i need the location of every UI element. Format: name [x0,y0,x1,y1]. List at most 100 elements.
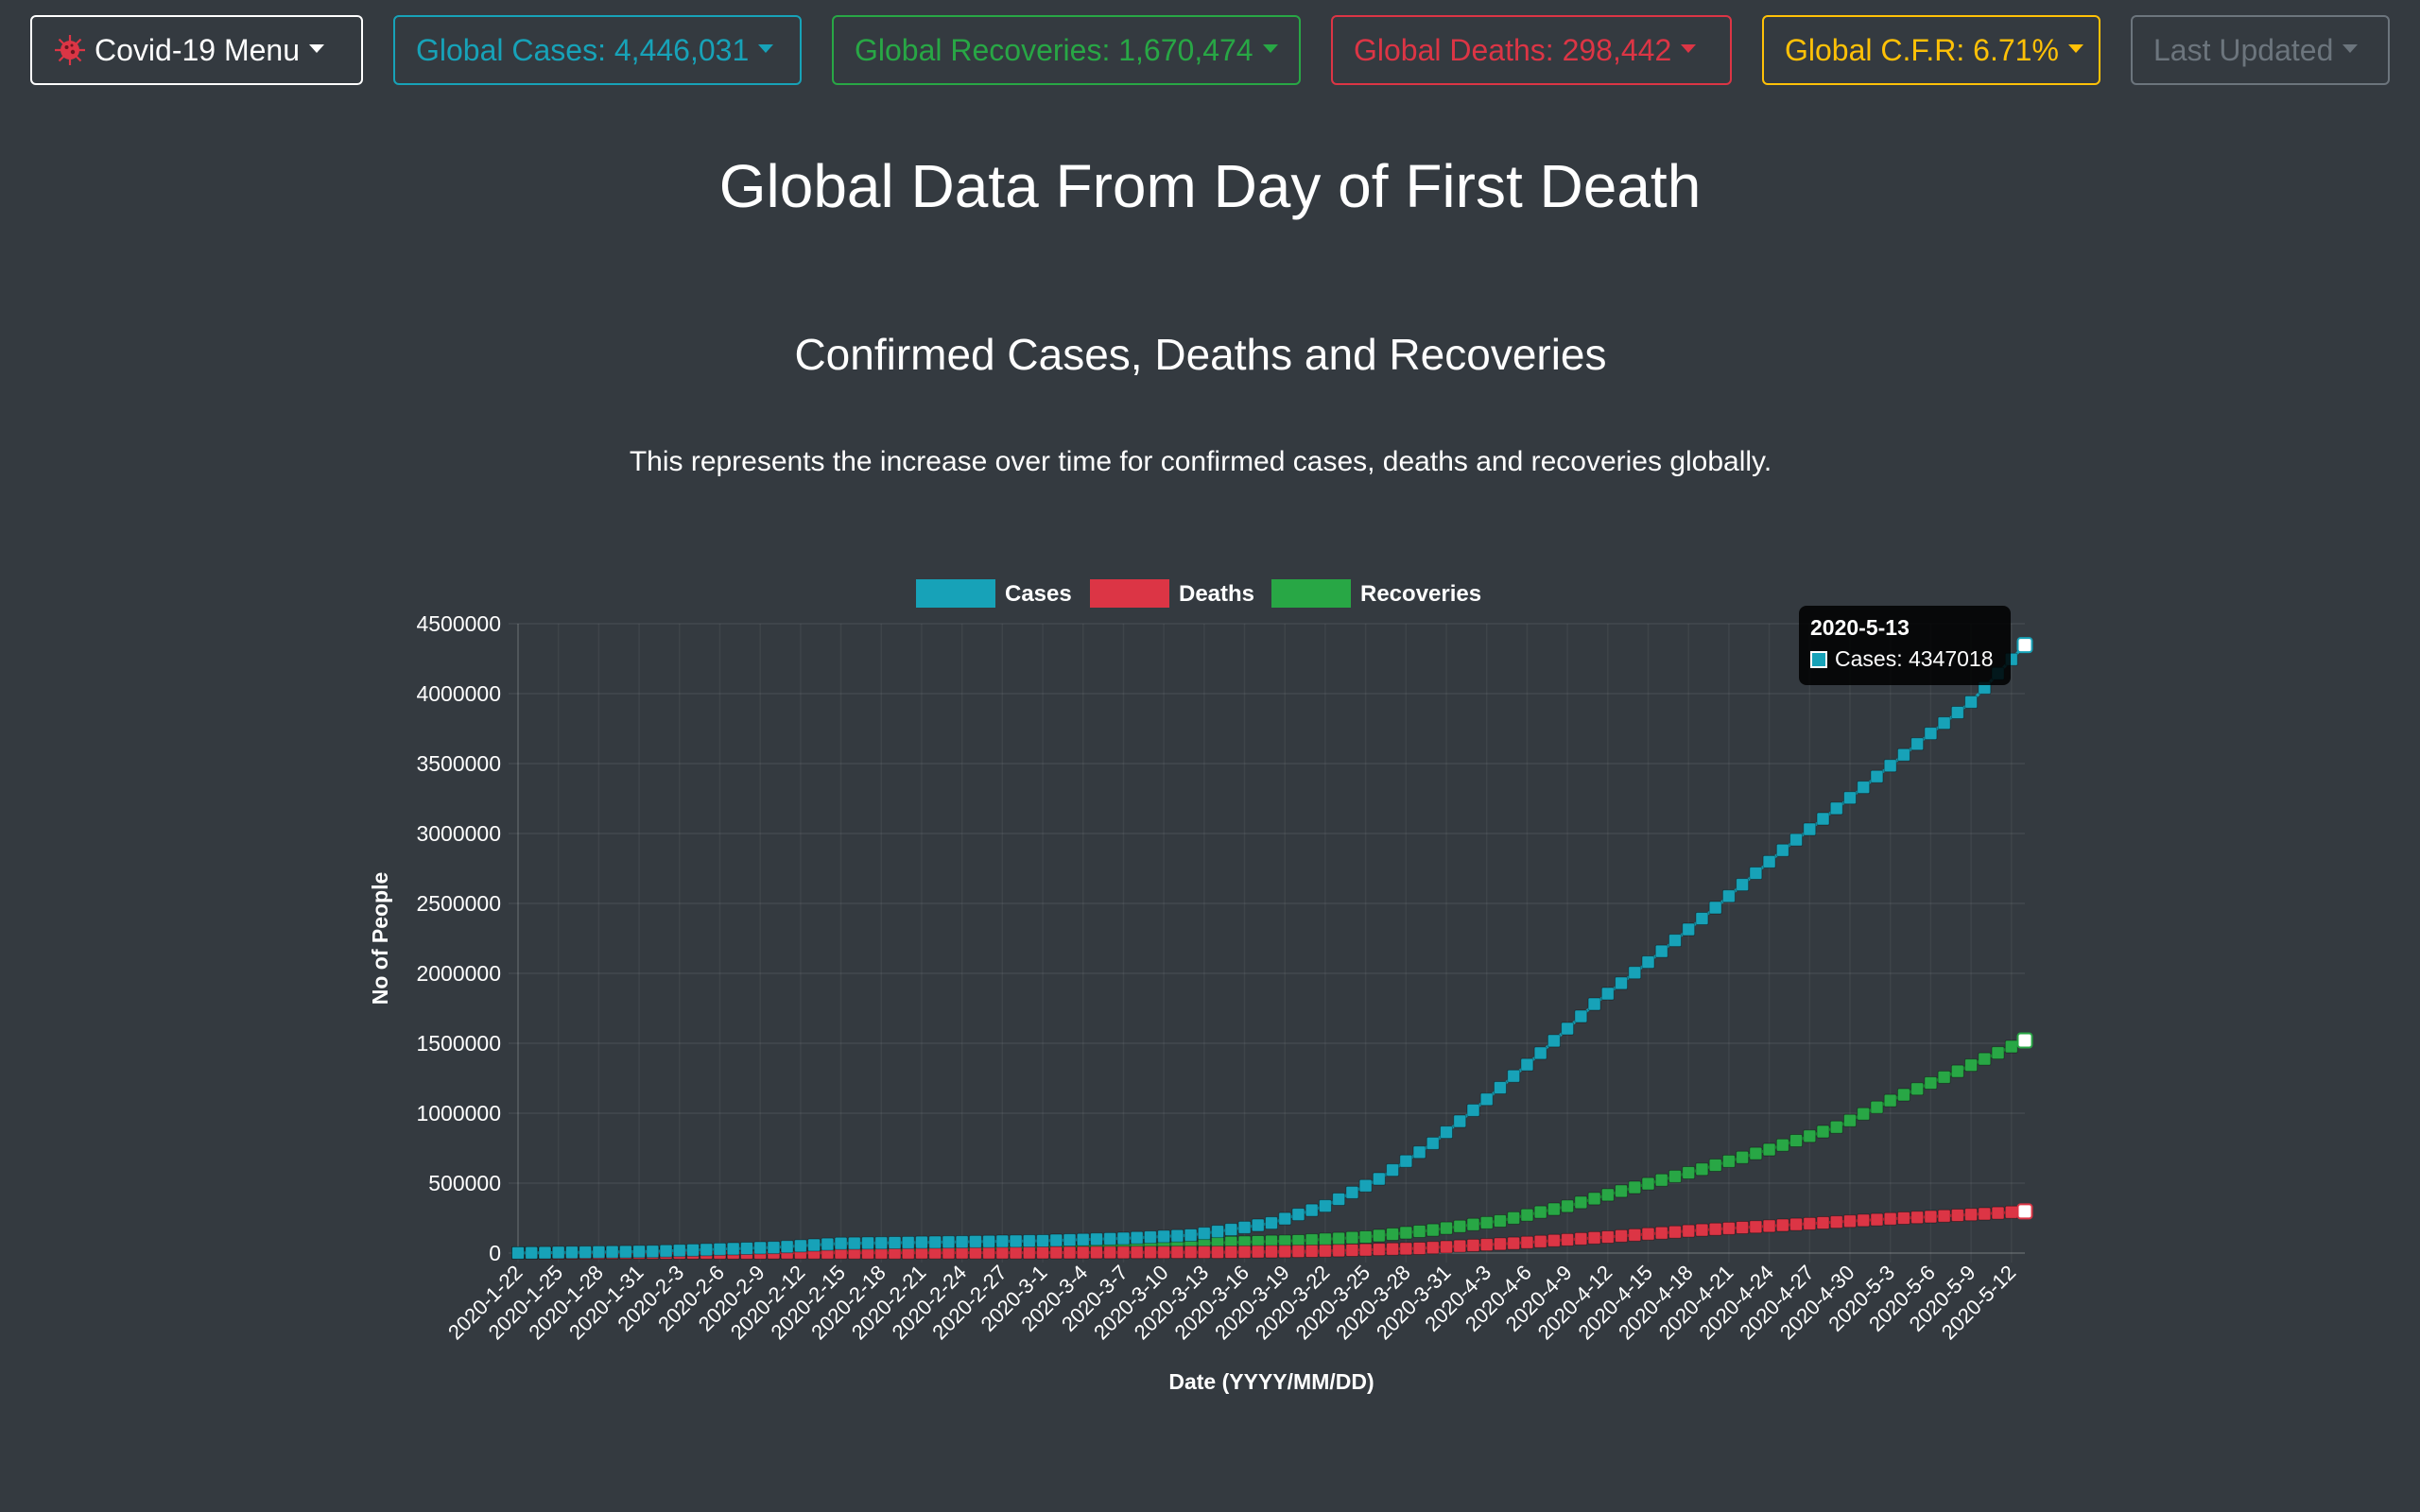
tooltip-swatch [1810,650,1827,668]
legend-swatch [1271,579,1351,608]
data-point-recoveries [1870,1100,1884,1114]
data-point-recoveries [1466,1217,1480,1231]
data-point-cases [1318,1199,1332,1213]
data-point-deaths [1561,1232,1575,1246]
data-point-cases [1022,1234,1036,1248]
data-point-cases [659,1244,673,1258]
legend-swatch [916,579,995,608]
data-point-deaths [1089,1246,1103,1260]
y-tick-label: 3500000 [416,751,501,776]
data-point-cases [1493,1080,1507,1094]
data-point-recoveries [1789,1134,1804,1148]
data-point-deaths [995,1246,1010,1260]
global-recoveries-button[interactable]: Global Recoveries: 1,670,474 [832,15,1301,85]
data-point-recoveries [1399,1226,1413,1240]
data-point-recoveries [1896,1088,1910,1102]
data-point-recoveries [1561,1199,1575,1213]
data-point-cases [1372,1172,1386,1186]
data-point-recoveries [2016,1032,2033,1049]
data-point-cases [1479,1092,1494,1107]
data-point-recoveries [1829,1120,1843,1134]
series-line-cases [517,644,2027,1255]
covid-menu-button[interactable]: Covid-19 Menu [30,15,363,85]
data-point-recoveries [1574,1195,1588,1210]
data-point-deaths [1991,1206,2005,1220]
y-tick-label: 4500000 [416,611,501,636]
data-point-cases [1211,1225,1225,1239]
y-tick-label: 2000000 [416,961,501,986]
data-point-deaths [1318,1244,1332,1258]
data-point-cases [1224,1223,1238,1237]
data-point-recoveries [1803,1129,1817,1143]
data-point-recoveries [1440,1221,1454,1235]
data-point-cases [982,1234,996,1248]
tooltip-value: Cases: 4347018 [1835,646,1994,671]
data-point-deaths [982,1246,996,1260]
data-point-recoveries [1479,1215,1494,1229]
data-point-cases [1829,801,1843,816]
data-point-cases [955,1235,969,1249]
global-recoveries-label: Global Recoveries: 1,670,474 [855,33,1253,67]
data-point-deaths [1399,1242,1413,1256]
data-point-cases [834,1236,848,1250]
data-point-cases [1358,1178,1373,1193]
data-point-cases [1063,1233,1077,1247]
data-point-deaths [1789,1217,1804,1231]
data-point-cases [1507,1069,1521,1083]
data-point-deaths [1372,1243,1386,1257]
data-point-cases [914,1235,928,1249]
data-point-deaths [1426,1241,1440,1255]
data-point-recoveries [1749,1146,1763,1160]
chevron-down-icon [309,43,324,53]
data-point-deaths [1803,1216,1817,1230]
data-point-cases [1157,1229,1171,1244]
data-point-recoveries [1978,1052,1992,1066]
global-cfr-button[interactable]: Global C.F.R: 6.71% [1762,15,2100,85]
data-point-deaths [1224,1246,1238,1260]
data-point-deaths [1197,1246,1211,1260]
data-point-deaths [1157,1246,1171,1260]
data-point-cases [1143,1230,1157,1245]
data-point-deaths [1049,1246,1063,1260]
data-point-cases [551,1246,565,1260]
data-point-cases [1668,934,1682,948]
data-point-deaths [1278,1245,1292,1259]
data-point-deaths [1116,1246,1131,1260]
data-point-deaths [1466,1238,1480,1252]
data-point-recoveries [1547,1202,1561,1216]
data-point-recoveries [1964,1058,1979,1073]
data-point-deaths [1143,1246,1157,1260]
global-cfr-label: Global C.F.R: 6.71% [1785,33,2059,67]
last-updated-button[interactable]: Last Updated [2131,15,2390,85]
data-point-cases [1466,1103,1480,1117]
data-point-deaths [1749,1220,1763,1234]
global-deaths-button[interactable]: Global Deaths: 298,442 [1331,15,1732,85]
chart-tooltip: 2020-5-13 Cases: 4347018 [1799,606,2011,685]
data-point-deaths [1251,1245,1265,1259]
data-point-cases [780,1240,794,1254]
data-point-cases [1721,889,1736,903]
last-updated-label: Last Updated [2153,33,2334,67]
data-point-deaths [1103,1246,1117,1260]
data-point-cases [928,1235,942,1249]
data-point-cases [739,1242,753,1256]
data-point-recoveries [1386,1228,1400,1242]
data-point-deaths [1775,1218,1789,1232]
data-point-deaths [1695,1223,1709,1237]
data-point-cases [942,1235,956,1249]
data-point-deaths [1615,1228,1629,1243]
chart-section-title: Confirmed Cases, Deaths and Recoveries [794,330,1607,379]
data-point-cases [1654,944,1668,958]
data-point-deaths [1358,1243,1373,1257]
data-point-cases [1695,911,1709,925]
data-point-deaths [1211,1246,1225,1260]
global-cases-button[interactable]: Global Cases: 4,446,031 [393,15,802,85]
data-point-deaths [1668,1225,1682,1239]
data-point-deaths [1842,1214,1857,1228]
data-point-recoveries [1332,1231,1346,1246]
data-point-cases [1574,1009,1588,1023]
data-point-deaths [1762,1219,1776,1233]
data-point-deaths [1386,1242,1400,1256]
data-point-cases [1426,1136,1440,1150]
data-point-cases [700,1243,714,1257]
